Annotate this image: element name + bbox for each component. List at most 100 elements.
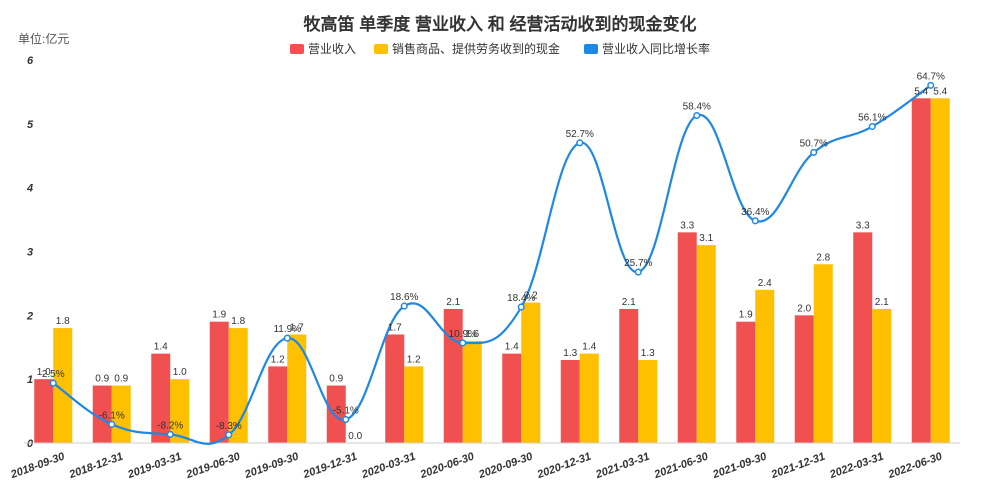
x-tick-label: 2022-03-31 bbox=[827, 451, 885, 482]
bar-cash bbox=[53, 328, 73, 443]
growth-point bbox=[108, 420, 116, 428]
growth-point bbox=[693, 111, 701, 120]
data-label-growth: 52.7% bbox=[566, 129, 594, 140]
data-label-cash: 1.3 bbox=[641, 348, 655, 359]
legend-swatch-growth bbox=[584, 44, 598, 54]
growth-point bbox=[927, 81, 935, 89]
growth-point bbox=[576, 139, 584, 147]
bar-revenue bbox=[619, 308, 639, 443]
legend-item-growth[interactable]: 营业收入同比增长率 bbox=[584, 41, 710, 56]
bar-revenue bbox=[92, 385, 112, 443]
growth-point bbox=[751, 217, 759, 225]
growth-point bbox=[517, 303, 525, 311]
data-label-cash: 1.0 bbox=[173, 367, 187, 378]
growth-point bbox=[342, 415, 350, 424]
legend-label-revenue: 营业收入 bbox=[308, 42, 356, 56]
legend: 营业收入 销售商品、提供劳务收到的现金 营业收入同比增长率 bbox=[290, 41, 710, 56]
data-label-revenue: 1.0 bbox=[37, 367, 51, 378]
data-label-growth: 11.9% bbox=[273, 324, 301, 335]
data-label-revenue: 1.2 bbox=[271, 354, 285, 365]
growth-point bbox=[283, 334, 291, 342]
data-label-revenue: 2.1 bbox=[622, 297, 636, 308]
data-label-cash: 1.8 bbox=[231, 316, 245, 327]
bar-cash bbox=[696, 245, 716, 443]
legend-item-revenue[interactable]: 营业收入 bbox=[290, 42, 356, 56]
bar-revenue bbox=[736, 321, 756, 443]
data-label-revenue: 3.3 bbox=[856, 220, 870, 231]
data-label-cash: 2.1 bbox=[875, 297, 889, 308]
data-label-cash: 1.7 bbox=[290, 322, 304, 333]
growth-point bbox=[166, 430, 174, 438]
bar-cash bbox=[170, 379, 190, 443]
bar-cash bbox=[930, 98, 950, 444]
bar-cash bbox=[287, 334, 307, 443]
data-label-growth: -6.1% bbox=[99, 410, 125, 421]
bar-cash bbox=[521, 302, 541, 443]
legend-swatch-revenue bbox=[290, 44, 304, 54]
growth-point bbox=[868, 122, 876, 131]
x-tick-label: 2019-12-31 bbox=[301, 451, 359, 482]
data-label-revenue: 2.1 bbox=[446, 297, 460, 308]
growth-point bbox=[459, 339, 467, 347]
bar-cash bbox=[579, 353, 599, 443]
data-label-revenue: 0.9 bbox=[329, 374, 343, 385]
data-label-cash: 0.0 bbox=[348, 431, 362, 442]
y-tick-label: 4 bbox=[26, 183, 33, 195]
bar-cash bbox=[872, 308, 892, 443]
y-tick-label: 5 bbox=[27, 119, 34, 131]
data-label-growth: 58.4% bbox=[683, 102, 711, 113]
legend-label-cash: 销售商品、提供劳务收到的现金 bbox=[392, 41, 560, 56]
growth-point bbox=[634, 268, 642, 276]
x-tick-label: 2019-03-31 bbox=[125, 451, 183, 482]
data-label-cash: 2.2 bbox=[524, 291, 538, 302]
legend-swatch-cash bbox=[374, 44, 388, 54]
growth-point bbox=[810, 148, 818, 156]
bar-revenue bbox=[853, 232, 873, 443]
data-label-cash: 5.4 bbox=[933, 86, 947, 97]
data-label-layer: 1.01.80.9 0.91.41.01.91.81.21.70.90.01.71… bbox=[37, 86, 948, 442]
x-tick-label: 2021-12-31 bbox=[769, 451, 827, 482]
data-label-revenue: 2.0 bbox=[797, 303, 811, 314]
data-label-cash: 2.8 bbox=[816, 252, 830, 263]
x-tick-label: 2020-06-30 bbox=[418, 450, 477, 481]
chart-title: 牧高笛 单季度 营业收入 和 经营活动收到的现金变化 bbox=[304, 14, 697, 34]
bar-cash bbox=[813, 264, 833, 443]
data-label-growth: -8.3% bbox=[216, 421, 242, 432]
data-label-growth: 25.7% bbox=[624, 258, 652, 269]
data-label-growth: 56.1% bbox=[858, 113, 886, 124]
data-label-revenue: 1.3 bbox=[563, 348, 577, 359]
bar-cash bbox=[404, 366, 424, 443]
bar-revenue bbox=[151, 353, 171, 443]
legend-item-cash[interactable]: 销售商品、提供劳务收到的现金 bbox=[374, 41, 560, 56]
bar-revenue bbox=[268, 366, 288, 443]
x-tick-label: 2021-09-30 bbox=[710, 450, 769, 481]
data-label-growth: 64.7% bbox=[917, 71, 945, 82]
data-label-cash: 2.4 bbox=[758, 278, 772, 289]
x-tick-label: 2019-06-30 bbox=[184, 450, 243, 481]
data-label-growth: 36.4% bbox=[741, 207, 769, 218]
bar-cash bbox=[638, 360, 658, 443]
data-label-cash: 0.9 bbox=[114, 374, 128, 385]
bar-revenue bbox=[326, 385, 346, 443]
data-label-growth: -8.2% bbox=[157, 420, 183, 431]
data-label-cash: 3.1 bbox=[699, 233, 713, 244]
y-tick-label: 2 bbox=[26, 310, 33, 322]
growth-line-layer: 2.5%-6.1%-8.2% -8.3%11.9%-5.1%18.6%10.9%1… bbox=[42, 71, 945, 445]
y-tick-label: 0 bbox=[27, 438, 34, 450]
x-tick-label: 2020-12-31 bbox=[535, 451, 593, 482]
growth-point bbox=[225, 431, 233, 439]
y-tick-label: 1 bbox=[27, 374, 33, 386]
bar-layer bbox=[34, 98, 950, 444]
bar-revenue bbox=[911, 98, 931, 444]
data-label-cash: 1.2 bbox=[407, 354, 421, 365]
y-axis: 0 1 2 3 4 5 6 bbox=[26, 55, 34, 450]
data-label-revenue: 0.9 bbox=[95, 374, 109, 385]
bar-revenue bbox=[560, 360, 580, 443]
data-label-growth: 2.5% bbox=[42, 369, 65, 380]
x-tick-label: 2021-06-30 bbox=[652, 450, 711, 481]
bar-revenue bbox=[794, 315, 814, 443]
y-tick-label: 3 bbox=[27, 247, 33, 259]
unit-label: 单位:亿元 bbox=[18, 31, 69, 46]
data-label-cash: 1.8 bbox=[56, 316, 70, 327]
